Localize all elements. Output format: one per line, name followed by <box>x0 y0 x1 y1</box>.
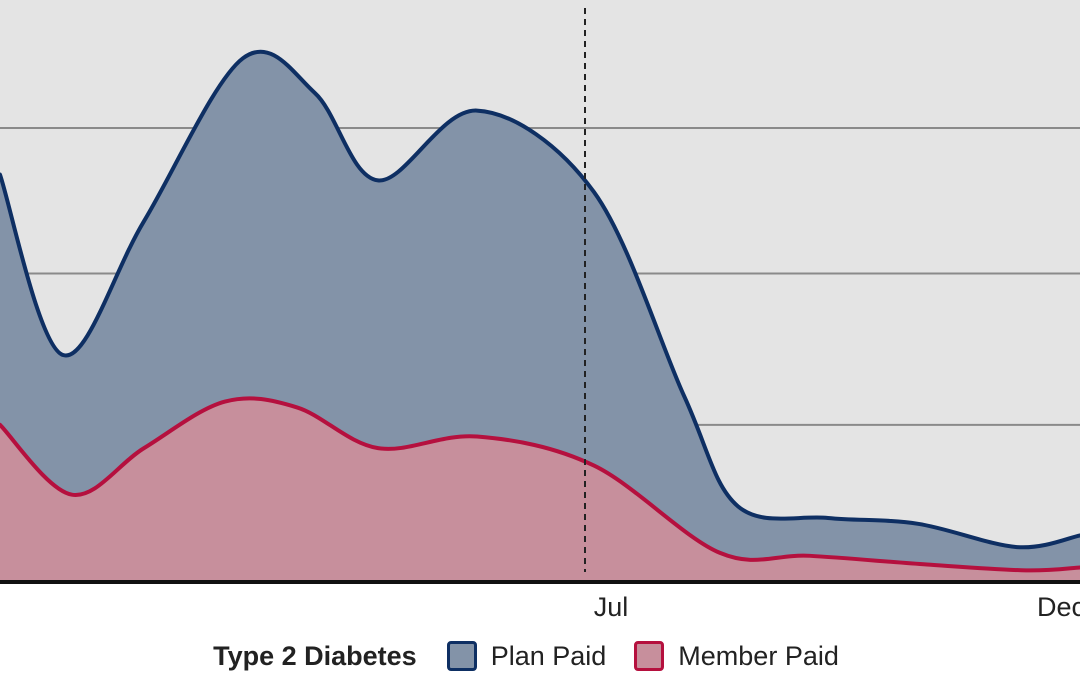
x-tick-label-jul: Jul <box>594 592 629 622</box>
series-line-plan-paid <box>0 49 1080 550</box>
legend-swatch-plan-paid <box>446 641 477 671</box>
legend-title: Type 2 Diabetes <box>213 640 417 671</box>
legend-label-member-paid: Member Paid <box>678 640 839 671</box>
legend-swatch-member-paid <box>634 641 665 671</box>
x-axis-ticks: Jul Dec <box>594 592 1080 622</box>
area-chart: Jul Dec <box>0 0 1080 622</box>
area-fill-member-paid <box>0 398 1080 582</box>
legend-label-plan-paid: Plan Paid <box>490 640 607 671</box>
series-line-member-paid <box>0 396 1080 573</box>
x-tick-label-dec: Dec <box>1037 592 1080 622</box>
legend-item-member-paid: Member Paid <box>634 641 839 672</box>
legend-item-plan-paid: Plan Paid <box>446 640 607 672</box>
legend: Type 2 Diabetes Plan Paid Member Paid <box>0 636 1080 676</box>
series-areas <box>0 49 1080 582</box>
